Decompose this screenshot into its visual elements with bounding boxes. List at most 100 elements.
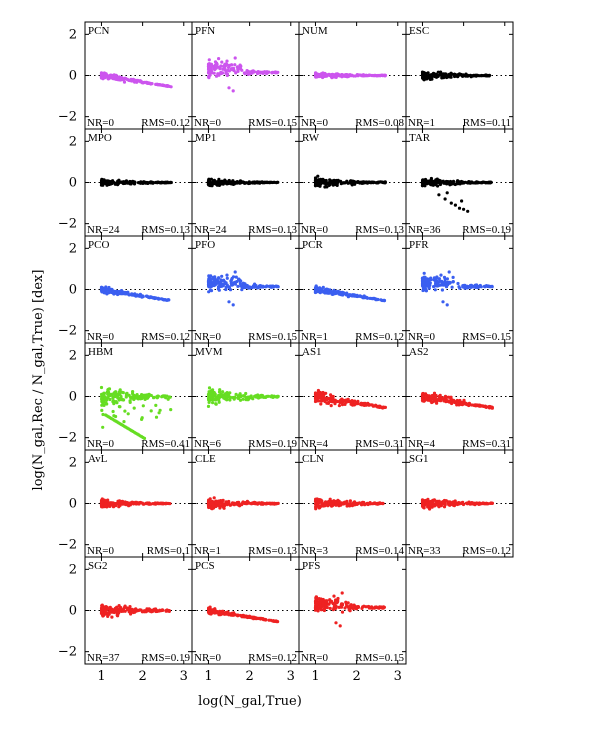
data-point [226,68,230,72]
data-point [103,396,107,400]
data-point [335,399,339,404]
data-point [427,286,431,290]
data-point [427,505,432,509]
y-tick-label: −2 [58,110,77,125]
data-point [447,503,451,507]
data-point [447,395,451,399]
data-point [360,606,364,611]
data-point [150,295,154,299]
data-point [256,501,260,505]
data-point [213,278,217,283]
data-point [107,75,111,79]
data-point [237,502,241,506]
data-point [332,292,336,296]
data-point [130,396,134,400]
data-point [460,181,465,185]
data-point [207,505,211,509]
data-point [106,396,110,400]
data-point [254,394,258,398]
data-point [120,398,124,402]
data-point [150,181,154,185]
data-point [275,394,279,398]
data-point [168,502,172,506]
data-point [329,179,333,183]
data-point [145,294,149,298]
data-point [437,193,441,197]
panel-title: HBM [88,346,113,358]
rms-label: RMS=0.41 [141,438,190,450]
data-point [142,610,146,614]
data-point [233,63,237,67]
rms-label: RMS=0.19 [248,438,297,450]
data-point [485,181,490,185]
rms-label: RMS=0.12 [141,331,190,343]
data-point [104,502,108,506]
data-point [428,77,432,81]
data-point [207,290,211,294]
data-point [439,273,443,277]
data-point [100,603,104,607]
data-point [211,503,216,507]
data-point [207,606,211,610]
y-tick-label: −2 [58,645,77,660]
data-point [236,284,240,288]
nr-label: NR=1 [408,117,435,129]
data-point [155,180,160,185]
rms-label: RMS=0.15 [248,117,297,129]
data-point [212,496,216,500]
data-point [455,403,459,407]
data-point [117,405,121,409]
data-point [233,502,237,506]
data-point [261,617,265,622]
data-point [225,398,229,402]
data-point [126,412,130,416]
data-point [379,298,383,302]
data-point [319,178,324,182]
data-point [217,611,221,615]
data-point [136,294,140,298]
panel-title: PFO [195,239,215,251]
panel-title: SG1 [409,453,429,465]
data-point [137,501,141,505]
panel-title: PCN [88,25,109,37]
data-point [443,197,447,201]
data-point [120,77,124,81]
data-point [451,182,455,186]
data-point [370,296,374,301]
data-point [321,71,325,75]
data-point [347,608,351,612]
data-point [318,604,323,608]
data-point [437,277,441,281]
data-point [434,393,438,398]
x-tick-label: 1 [311,669,319,684]
data-point [421,71,425,75]
data-point [152,395,156,399]
y-tick-label: 2 [69,27,77,42]
data-point [340,403,345,407]
data-point [231,89,235,93]
y-axis-label: log(N_gal,Rec / N_gal,True) [dex] [31,270,46,491]
data-point [211,401,215,405]
data-point [206,392,211,396]
data-point [140,393,144,397]
data-point [256,70,260,74]
data-point [117,390,121,394]
data-point [217,183,221,187]
data-point [125,77,129,81]
panel-cle: CLE NR=1 RMS=0.13 [191,449,300,558]
data-point [328,503,333,507]
data-point [209,177,213,181]
panel-rw: RW NR=0 RMS=0.13 [298,128,407,237]
data-point [109,289,113,293]
data-point [425,182,429,186]
y-tick-label: 2 [69,562,77,577]
data-point [111,395,115,399]
data-point [138,181,142,185]
data-point [221,505,225,509]
panel-as1: AS1 NR=4 RMS=0.31 [298,342,407,451]
data-point [340,602,344,606]
panel-hbm: HBM NR=0 RMS=0.41 2 0 −2 [58,342,193,451]
data-point [477,502,481,506]
data-point [437,283,441,288]
data-point [270,285,274,289]
